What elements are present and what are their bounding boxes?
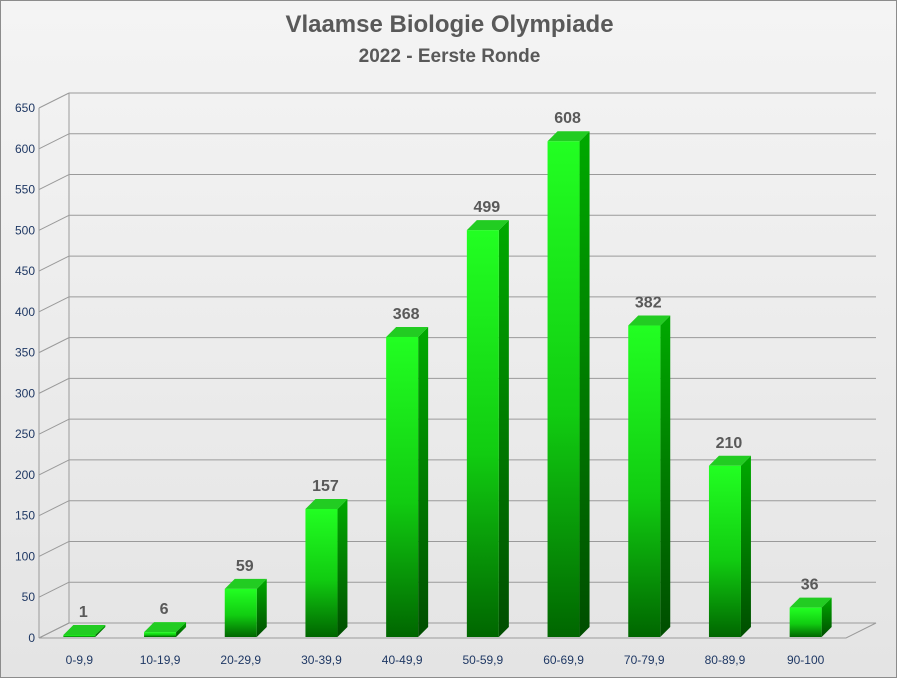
gridline-side — [38, 418, 70, 435]
data-label: 1 — [79, 604, 88, 621]
gridline-side — [38, 296, 70, 313]
y-tick-label: 100 — [15, 549, 35, 563]
bar-top — [144, 622, 187, 633]
bar-side — [256, 578, 267, 637]
data-label: 210 — [716, 435, 743, 452]
bar-40-49,9 — [386, 326, 429, 637]
bar-front — [628, 325, 661, 637]
bar-side — [821, 597, 832, 637]
y-tick-label: 250 — [15, 427, 35, 441]
y-tick-label: 500 — [15, 223, 35, 237]
bar-60-69,9 — [547, 131, 590, 637]
bar-20-29,9 — [224, 578, 267, 637]
gridline-side — [38, 541, 70, 557]
axis-layer: 0 50 100 150 200 250 300 350 400 450 500 550 600 650 — [15, 93, 877, 645]
gridline-side — [38, 92, 70, 109]
gridline-side — [38, 174, 70, 190]
bar-front — [224, 588, 257, 637]
bar-30-39,9 — [305, 498, 348, 637]
y-tick-label: 0 — [28, 631, 35, 645]
y-tick-label: 350 — [15, 346, 35, 360]
gridline-side — [38, 459, 70, 476]
y-tick-label: 300 — [15, 386, 35, 400]
bar-top — [386, 326, 429, 337]
bar-top — [708, 455, 751, 466]
bar-10-19,9 — [144, 622, 187, 637]
x-tick-label: 90-100 — [787, 653, 825, 667]
bar-side — [95, 625, 106, 637]
data-label: 36 — [801, 577, 819, 594]
y-tick-label: 200 — [15, 468, 35, 482]
chart-floor — [38, 622, 877, 639]
labels-layer: 1 0-9,9 6 10-19,9 59 20-29,9 157 30-39,9 368 40-4… — [66, 110, 825, 667]
bar-70-79,9 — [628, 315, 671, 637]
gridline-side — [38, 500, 70, 517]
bar-side — [498, 220, 509, 637]
bar-front — [386, 336, 419, 637]
x-tick-label: 80-89,9 — [705, 653, 746, 667]
x-tick-label: 40-49,9 — [382, 653, 423, 667]
bar-side — [660, 315, 671, 637]
data-label: 6 — [160, 601, 169, 618]
chart-title: Vlaamse Biologie Olympiade — [285, 11, 614, 38]
bar-top — [628, 315, 671, 326]
bar-top — [466, 220, 509, 231]
y-tick-label: 50 — [22, 590, 36, 604]
bar-front — [305, 508, 338, 637]
data-label: 382 — [635, 295, 662, 312]
gridline-side — [38, 337, 70, 354]
bar-side — [337, 498, 348, 637]
bar-top — [305, 498, 348, 509]
x-tick-label: 30-39,9 — [301, 653, 342, 667]
bar-top — [547, 131, 590, 142]
x-tick-label: 60-69,9 — [543, 653, 584, 667]
x-tick-label: 10-19,9 — [140, 653, 181, 667]
gridline-side — [38, 214, 70, 231]
gridline-side — [38, 133, 70, 150]
x-tick-label: 0-9,9 — [66, 653, 94, 667]
data-label: 368 — [393, 306, 420, 323]
bar-front — [63, 635, 96, 637]
y-tick-label: 150 — [15, 509, 35, 523]
y-tick-label: 650 — [15, 101, 35, 115]
bar-50-59,9 — [466, 220, 509, 637]
gridline-side — [38, 581, 70, 598]
y-tick-label: 600 — [15, 142, 35, 156]
x-tick-label: 20-29,9 — [220, 653, 261, 667]
data-label: 608 — [554, 110, 581, 127]
bar-side — [418, 326, 429, 637]
bar-side — [740, 455, 751, 637]
bar-0-9,9 — [63, 625, 106, 637]
gridline-side — [38, 377, 70, 394]
bar-side — [579, 131, 590, 637]
bar-side — [176, 622, 187, 637]
bars-layer — [63, 131, 832, 637]
data-label: 59 — [236, 558, 254, 575]
bar-front — [144, 632, 177, 637]
bar-front — [547, 141, 580, 637]
bar-80-89,9 — [708, 455, 751, 637]
bar-90-100 — [789, 597, 832, 637]
y-tick-label: 400 — [15, 305, 35, 319]
y-tick-label: 450 — [15, 264, 35, 278]
bar-front — [466, 230, 499, 637]
bar-top — [789, 597, 832, 608]
bar-front — [789, 607, 822, 637]
x-tick-label: 70-79,9 — [624, 653, 665, 667]
data-label: 499 — [473, 199, 500, 216]
data-label: 157 — [312, 478, 339, 495]
gridline-side — [38, 255, 70, 272]
bar-top — [63, 625, 106, 635]
y-tick-label: 550 — [15, 183, 35, 197]
x-tick-label: 50-59,9 — [462, 653, 503, 667]
bar-front — [708, 465, 741, 637]
bar-top — [224, 578, 267, 589]
chart-subtitle: 2022 - Eerste Ronde — [358, 46, 541, 67]
